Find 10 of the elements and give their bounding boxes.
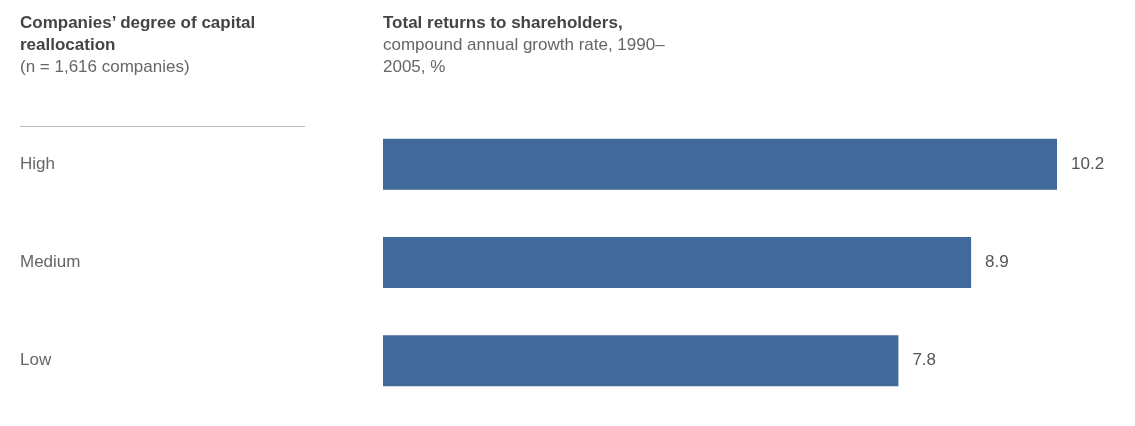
text: (n = 1,616 companies) (20, 56, 191, 78)
y-tick-label: Low (20, 350, 52, 370)
data-label: 8.9 (985, 252, 1009, 272)
chart-title: Total returns to shareholders, (383, 12, 624, 34)
chart-subtitle: compound annual growth rate, 1990–2005, % (383, 34, 666, 78)
y-axis-title: Companies’ degree of capital reallocation (20, 12, 257, 56)
data-label: 7.8 (912, 350, 937, 370)
data-label: 10.2 (1071, 153, 1105, 173)
y-tick-label: High (20, 153, 55, 173)
y-tick-label: Medium (20, 252, 81, 272)
